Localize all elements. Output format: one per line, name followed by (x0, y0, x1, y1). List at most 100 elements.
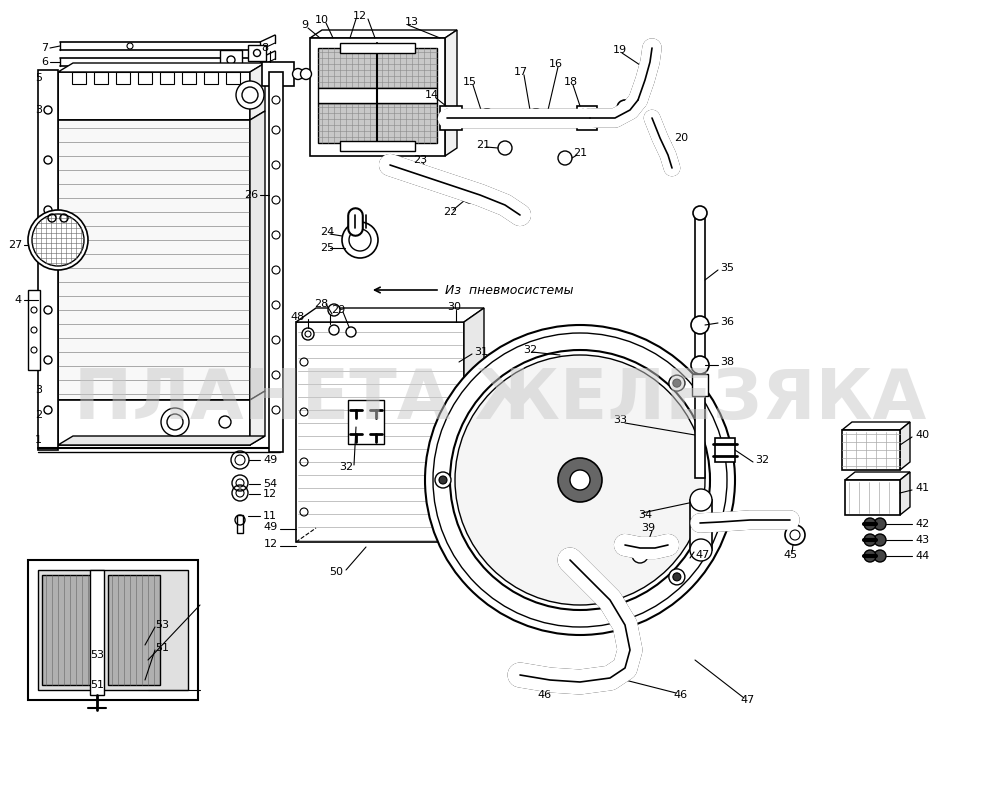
Text: 11: 11 (263, 511, 277, 521)
Polygon shape (58, 63, 265, 72)
Bar (715, 438, 735, 462)
Bar (72, 72, 86, 84)
Text: 34: 34 (638, 510, 652, 520)
Circle shape (425, 325, 735, 635)
Text: 25: 25 (320, 243, 334, 253)
Text: 8: 8 (261, 43, 269, 53)
Text: 53: 53 (155, 620, 169, 630)
Text: 39: 39 (641, 523, 655, 533)
Bar (226, 72, 240, 84)
Circle shape (691, 356, 709, 374)
Circle shape (669, 569, 685, 585)
Circle shape (673, 573, 681, 581)
Text: 2: 2 (35, 410, 42, 420)
Text: 6: 6 (41, 57, 48, 67)
Circle shape (433, 333, 727, 627)
Circle shape (292, 69, 304, 79)
Text: 31: 31 (474, 347, 488, 357)
Text: 33: 33 (613, 415, 627, 425)
Bar (237, 515, 243, 533)
Text: 21: 21 (573, 148, 587, 158)
Bar (182, 72, 196, 84)
Circle shape (300, 69, 312, 79)
Text: 19: 19 (613, 45, 627, 55)
Text: 10: 10 (315, 15, 329, 25)
Text: 50: 50 (329, 567, 343, 577)
Text: 5: 5 (35, 73, 42, 83)
Bar (318, 48, 437, 88)
Circle shape (632, 547, 648, 563)
Circle shape (669, 375, 685, 391)
Bar (58, 72, 250, 120)
Text: 24: 24 (320, 227, 334, 237)
Bar (318, 103, 437, 143)
Text: 1: 1 (35, 435, 42, 445)
Text: 28: 28 (314, 299, 328, 309)
Bar (38, 70, 58, 450)
Text: 46: 46 (673, 690, 687, 700)
Circle shape (346, 327, 356, 337)
Bar (262, 62, 294, 86)
Polygon shape (445, 30, 457, 156)
Text: 47: 47 (695, 550, 709, 560)
Text: 12: 12 (263, 489, 277, 499)
Circle shape (478, 109, 496, 127)
Polygon shape (842, 422, 910, 430)
Circle shape (673, 379, 681, 387)
Circle shape (161, 408, 189, 436)
Circle shape (498, 141, 512, 155)
Circle shape (342, 222, 378, 258)
Polygon shape (900, 472, 910, 515)
Text: 54: 54 (263, 479, 277, 489)
Text: 49: 49 (263, 455, 277, 465)
Bar (220, 50, 242, 70)
Text: 12: 12 (353, 11, 367, 21)
Text: 51: 51 (90, 680, 104, 690)
Text: 36: 36 (720, 317, 734, 327)
Circle shape (236, 81, 264, 109)
Bar (340, 43, 415, 53)
Bar (318, 88, 437, 103)
Circle shape (439, 476, 447, 484)
Text: 44: 44 (915, 551, 929, 561)
Circle shape (874, 518, 886, 530)
Bar (440, 106, 462, 130)
Bar (340, 141, 415, 151)
Text: 32: 32 (523, 345, 537, 355)
Circle shape (462, 187, 478, 203)
Circle shape (693, 206, 707, 220)
Text: 48: 48 (291, 312, 305, 322)
Text: 40: 40 (915, 430, 929, 440)
Circle shape (864, 518, 876, 530)
Circle shape (691, 316, 709, 334)
Bar (42, 575, 94, 685)
Polygon shape (296, 308, 484, 322)
Bar (108, 575, 160, 685)
Circle shape (558, 151, 572, 165)
Bar (845, 480, 900, 515)
Text: 12: 12 (264, 539, 278, 549)
Circle shape (527, 109, 545, 127)
Circle shape (874, 534, 886, 546)
Text: 35: 35 (720, 263, 734, 273)
Circle shape (455, 355, 705, 605)
Bar (160, 72, 174, 84)
Text: 14: 14 (425, 90, 439, 100)
Bar (116, 72, 130, 84)
Text: 47: 47 (741, 695, 755, 705)
Text: 3: 3 (35, 385, 42, 395)
Polygon shape (464, 308, 484, 542)
Circle shape (617, 100, 633, 116)
Text: 4: 4 (15, 295, 22, 305)
Circle shape (864, 534, 876, 546)
Polygon shape (250, 111, 265, 400)
Bar (94, 72, 108, 84)
Circle shape (785, 525, 805, 545)
Text: 32: 32 (755, 455, 769, 465)
Bar (577, 106, 597, 130)
Bar (348, 400, 384, 444)
Text: 29: 29 (331, 305, 345, 315)
Text: ПЛАНЕТА ЖЕЛЕЗЯКА: ПЛАНЕТА ЖЕЛЕЗЯКА (74, 367, 926, 433)
Circle shape (570, 470, 590, 490)
Circle shape (328, 304, 340, 316)
